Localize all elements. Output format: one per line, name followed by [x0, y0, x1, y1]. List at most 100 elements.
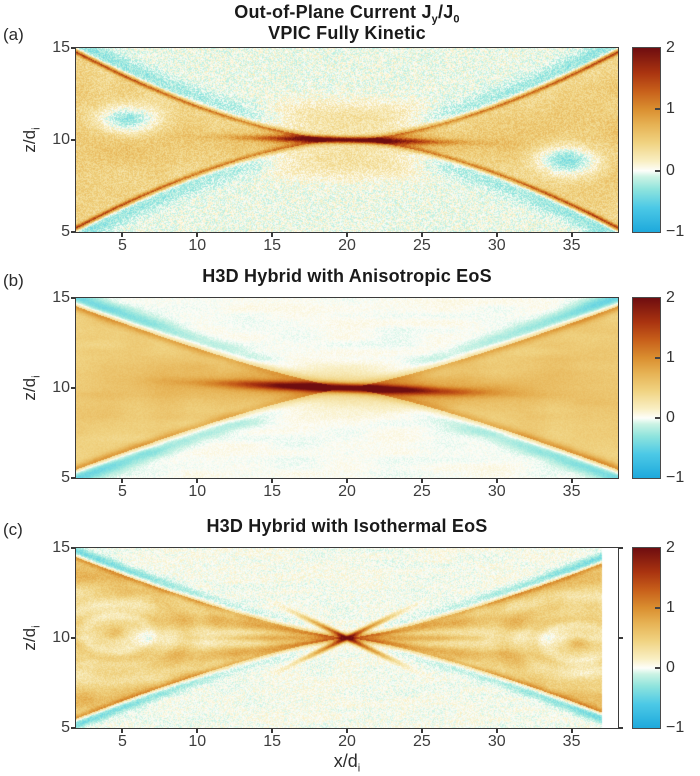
panel-a-colorbar — [632, 47, 661, 233]
figure-title-sub-0: 0 — [453, 13, 460, 26]
colorbar-tick-label: 0 — [666, 161, 675, 179]
colorbar-tick-label: 2 — [666, 39, 675, 56]
colorbar-tick-label: 1 — [666, 100, 675, 118]
panel-a-heatmap — [75, 47, 619, 233]
y-tick-label: 5 — [61, 223, 70, 240]
y-tick-mark — [71, 477, 75, 479]
figure-title-mid: /J — [438, 2, 454, 22]
x-tick-mark — [420, 479, 423, 483]
x-tick-mark — [570, 479, 573, 483]
x-tick-label: 30 — [487, 483, 506, 500]
panel-b-colorbar — [632, 297, 661, 479]
x-tick-mark — [121, 479, 124, 483]
panel-c-heatmap — [75, 547, 619, 729]
x-tick-label: 20 — [338, 733, 356, 750]
x-tick-mark — [495, 233, 498, 237]
panel-a-heatmap-canvas — [76, 48, 618, 232]
x-tick-label: 35 — [562, 483, 581, 500]
panel-b-heatmap — [75, 297, 619, 479]
x-tick-mark — [271, 479, 274, 483]
x-tick-label: 15 — [263, 733, 282, 750]
panel-c-title: H3D Hybrid with Isothermal EoS — [206, 516, 488, 536]
x-tick-mark — [495, 479, 498, 483]
colorbar-tick-label: −1 — [666, 469, 685, 486]
figure-title-sub-y: y — [431, 13, 438, 26]
figure-title: Out-of-Plane Current Jy/J0 — [76, 2, 618, 26]
panel-b-heatmap-canvas — [76, 298, 618, 478]
panel-c-colorbar — [632, 547, 661, 729]
x-tick-mark — [420, 729, 423, 733]
colorbar-tick-mark — [655, 108, 660, 111]
x-tick-label: 20 — [338, 237, 356, 254]
x-tick-mark — [495, 729, 498, 733]
x-tick-mark — [196, 479, 199, 483]
x-tick-mark — [420, 233, 423, 237]
x-tick-label: 25 — [412, 237, 431, 254]
y-tick-mark — [71, 139, 75, 141]
y-tick-mark-right — [619, 547, 623, 549]
x-tick-label: 5 — [117, 483, 127, 500]
y-tick-mark-right — [619, 637, 623, 639]
colorbar-tick-label: −1 — [666, 719, 685, 736]
colorbar-tick-label: 1 — [666, 349, 675, 366]
x-tick-mark — [570, 233, 573, 237]
x-tick-mark — [271, 729, 274, 733]
panel-a-title: VPIC Fully Kinetic — [268, 23, 426, 43]
panel-c-label: (c) — [3, 520, 23, 539]
colorbar-tick-mark — [655, 169, 660, 172]
colorbar-tick-label: 1 — [666, 599, 675, 616]
x-tick-label: 35 — [562, 733, 581, 750]
x-tick-label: 30 — [487, 733, 506, 750]
panel-b-title: H3D Hybrid with Anisotropic EoS — [202, 266, 492, 286]
y-tick-label: 5 — [61, 469, 70, 486]
x-tick-label: 10 — [188, 733, 207, 750]
y-tick-mark — [71, 47, 75, 49]
x-tick-mark — [271, 233, 274, 237]
colorbar-tick-mark — [655, 667, 660, 669]
y-tick-label: 15 — [52, 289, 70, 306]
y-tick-mark — [71, 231, 75, 233]
colorbar-tick-label: 0 — [666, 409, 675, 426]
panel-c-y-axis-label: z/di — [20, 625, 43, 651]
y-tick-label: 15 — [52, 39, 70, 56]
y-tick-mark — [71, 387, 75, 389]
x-tick-mark — [570, 729, 573, 733]
panel-b-y-axis-label: z/di — [20, 375, 43, 401]
x-tick-mark — [346, 729, 348, 733]
x-tick-label: 15 — [263, 483, 282, 500]
y-tick-label: 15 — [52, 539, 70, 556]
x-tick-mark — [346, 233, 348, 237]
y-tick-mark-right — [619, 727, 623, 729]
x-tick-mark — [121, 729, 124, 733]
figure-title-text: Out-of-Plane Current J — [234, 2, 432, 22]
x-tick-label: 25 — [412, 483, 431, 500]
y-tick-label: 5 — [61, 719, 70, 736]
x-tick-label: 20 — [338, 483, 356, 500]
y-tick-label: 10 — [52, 131, 70, 148]
y-tick-label: 10 — [52, 629, 70, 646]
colorbar-tick-label: −1 — [666, 223, 685, 240]
x-tick-mark — [196, 233, 199, 237]
colorbar-tick-label: 2 — [666, 289, 675, 306]
panel-a-label: (a) — [3, 25, 24, 44]
colorbar-tick-mark — [655, 607, 660, 609]
colorbar-tick-mark — [655, 357, 660, 359]
x-axis-label: x/di — [333, 751, 361, 775]
y-tick-mark — [71, 637, 75, 639]
x-tick-label: 5 — [117, 733, 127, 750]
y-tick-mark — [71, 547, 75, 549]
y-tick-mark — [71, 727, 75, 729]
x-tick-mark — [121, 233, 124, 237]
x-tick-label: 5 — [117, 237, 127, 254]
colorbar-tick-mark — [655, 417, 660, 419]
x-tick-label: 10 — [188, 483, 207, 500]
colorbar-tick-label: 2 — [666, 539, 675, 556]
x-tick-label: 10 — [188, 237, 207, 254]
panel-a-y-axis-label: z/di — [20, 127, 43, 153]
y-tick-label: 10 — [52, 379, 70, 396]
x-tick-mark — [346, 479, 348, 483]
x-tick-label: 30 — [487, 237, 506, 254]
x-tick-label: 15 — [263, 237, 282, 254]
panel-c-heatmap-canvas — [76, 548, 618, 728]
